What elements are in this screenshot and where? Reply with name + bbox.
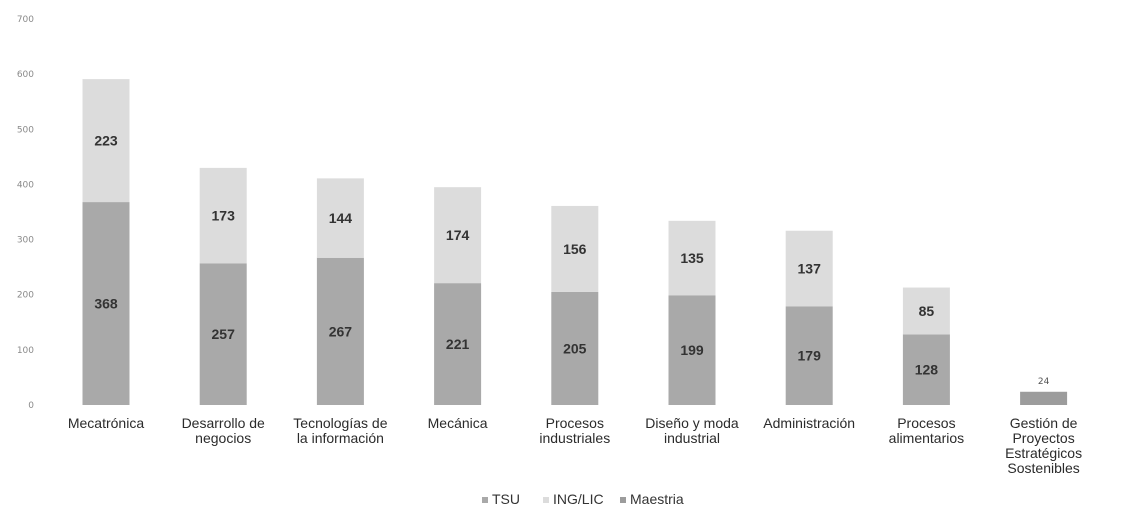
legend-swatch <box>620 497 626 503</box>
x-category-label: alimentarios <box>889 430 964 446</box>
legend-swatch <box>482 497 488 503</box>
legend-label: Maestria <box>630 491 684 507</box>
data-label: 156 <box>563 241 587 257</box>
bar-segment-tsu <box>902 334 950 405</box>
bar-segment-tsu <box>82 202 130 405</box>
x-category-label: Procesos <box>546 415 604 431</box>
data-label: 179 <box>798 348 822 364</box>
y-tick-label: 500 <box>17 125 34 135</box>
bar-segment-maestria <box>1020 391 1068 405</box>
data-label: 85 <box>919 303 935 319</box>
y-tick-label: 400 <box>17 180 34 190</box>
x-category-label: Mecatrónica <box>68 415 144 431</box>
y-tick-label: 600 <box>17 70 34 80</box>
y-tick-label: 300 <box>17 236 34 246</box>
x-category-label: Tecnologías de <box>293 415 387 431</box>
data-label: 173 <box>212 208 236 224</box>
x-category-label: Estratégicos <box>1005 445 1082 461</box>
y-tick-label: 200 <box>17 291 34 301</box>
bar-segment-ing-lic <box>668 220 716 296</box>
bar-segment-ing-lic <box>902 287 950 335</box>
data-label: 137 <box>798 261 822 277</box>
legend-label: TSU <box>492 491 520 507</box>
data-label: 368 <box>94 296 118 312</box>
bar-segment-tsu <box>785 306 833 405</box>
x-category-label: Sostenibles <box>1007 460 1079 476</box>
bar-segment-ing-lic <box>785 230 833 307</box>
x-category-label: Procesos <box>897 415 955 431</box>
data-label: 257 <box>212 326 236 342</box>
bar-segment-ing-lic <box>551 205 599 292</box>
data-label: 144 <box>329 210 353 226</box>
x-category-label: Gestión de <box>1010 415 1078 431</box>
legend-label: ING/LIC <box>553 491 604 507</box>
x-category-label: industriales <box>539 430 610 446</box>
data-label: 205 <box>563 340 587 356</box>
x-category-label: Proyectos <box>1012 430 1074 446</box>
x-category-label: Administración <box>763 415 855 431</box>
bar-segment-tsu <box>199 263 247 405</box>
bar-segment-tsu <box>434 283 482 405</box>
legend-swatch <box>543 497 549 503</box>
bar-segment-tsu <box>551 291 599 405</box>
x-category-label: la información <box>297 430 384 446</box>
x-category-label: Mecánica <box>428 415 488 431</box>
data-label: 128 <box>915 362 939 378</box>
data-label: 24 <box>1038 377 1050 387</box>
x-category-label: industrial <box>664 430 720 446</box>
bar-segment-tsu <box>668 295 716 405</box>
data-label: 267 <box>329 323 353 339</box>
y-tick-label: 0 <box>28 401 34 411</box>
y-tick-label: 100 <box>17 346 34 356</box>
y-tick-label: 700 <box>17 15 34 25</box>
bar-segment-ing-lic <box>82 79 130 203</box>
data-label: 221 <box>446 336 470 352</box>
x-category-label: Diseño y moda <box>645 415 739 431</box>
x-category-label: negocios <box>195 430 251 446</box>
bar-segment-ing-lic <box>316 178 364 258</box>
data-label: 135 <box>680 250 704 266</box>
data-label: 199 <box>680 342 704 358</box>
bar-segment-tsu <box>316 257 364 405</box>
bar-segment-ing-lic <box>199 167 247 264</box>
x-category-label: Desarrollo de <box>182 415 265 431</box>
data-label: 223 <box>94 133 118 149</box>
bar-segment-ing-lic <box>434 187 482 284</box>
data-label: 174 <box>446 227 470 243</box>
